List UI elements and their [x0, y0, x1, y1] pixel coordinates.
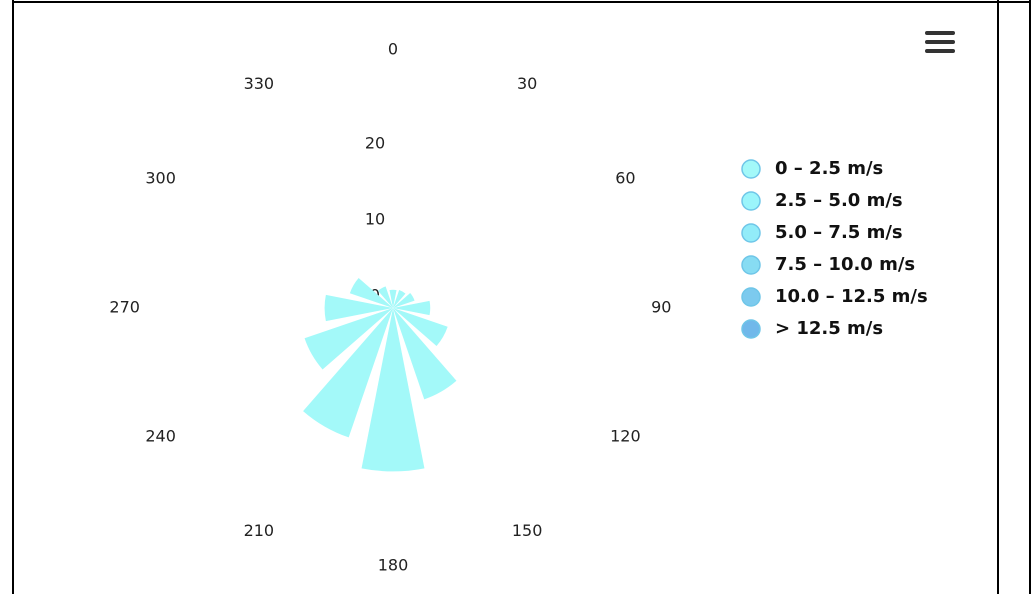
radial-tick-label: 10: [365, 210, 385, 229]
angle-label: 60: [615, 169, 635, 188]
legend-label: 2.5 – 5.0 m/s: [775, 190, 903, 211]
angle-label: 150: [512, 521, 543, 540]
wedge: [304, 308, 393, 370]
wedge: [349, 278, 393, 308]
angle-label: 300: [145, 169, 176, 188]
wedge: [389, 289, 397, 308]
wedge: [303, 308, 393, 438]
menu-bar: [925, 31, 955, 35]
angle-label: 330: [244, 74, 275, 93]
wedge: [393, 300, 431, 316]
legend-marker: [741, 319, 761, 339]
angle-label: 30: [517, 74, 537, 93]
legend-marker: [741, 255, 761, 275]
wedge: [393, 308, 448, 346]
wedge: [324, 294, 393, 322]
legend-marker: [741, 287, 761, 307]
menu-button[interactable]: [925, 31, 955, 53]
angle-label: 90: [651, 298, 671, 317]
wedge: [393, 293, 415, 308]
menu-bar: [925, 40, 955, 44]
angle-label: 0: [388, 40, 398, 59]
wedge: [393, 308, 457, 400]
legend-label: 5.0 – 7.5 m/s: [775, 222, 903, 243]
wedge: [378, 286, 393, 308]
radial-tick-label: 20: [365, 134, 385, 153]
legend-label: > 12.5 m/s: [775, 318, 883, 339]
legend-marker: [741, 191, 761, 211]
legend-marker: [741, 159, 761, 179]
legend-label: 0 – 2.5 m/s: [775, 158, 883, 179]
wedge: [361, 308, 425, 472]
angle-label: 120: [610, 427, 641, 446]
legend-label: 10.0 – 12.5 m/s: [775, 286, 928, 307]
angle-label: 240: [145, 427, 176, 446]
legend-label: 7.5 – 10.0 m/s: [775, 254, 915, 275]
legend-marker: [741, 223, 761, 243]
angle-label: 210: [244, 521, 275, 540]
angle-label: 180: [378, 556, 409, 575]
angle-label: 270: [109, 298, 140, 317]
menu-bar: [925, 49, 955, 53]
wedge: [393, 290, 406, 308]
